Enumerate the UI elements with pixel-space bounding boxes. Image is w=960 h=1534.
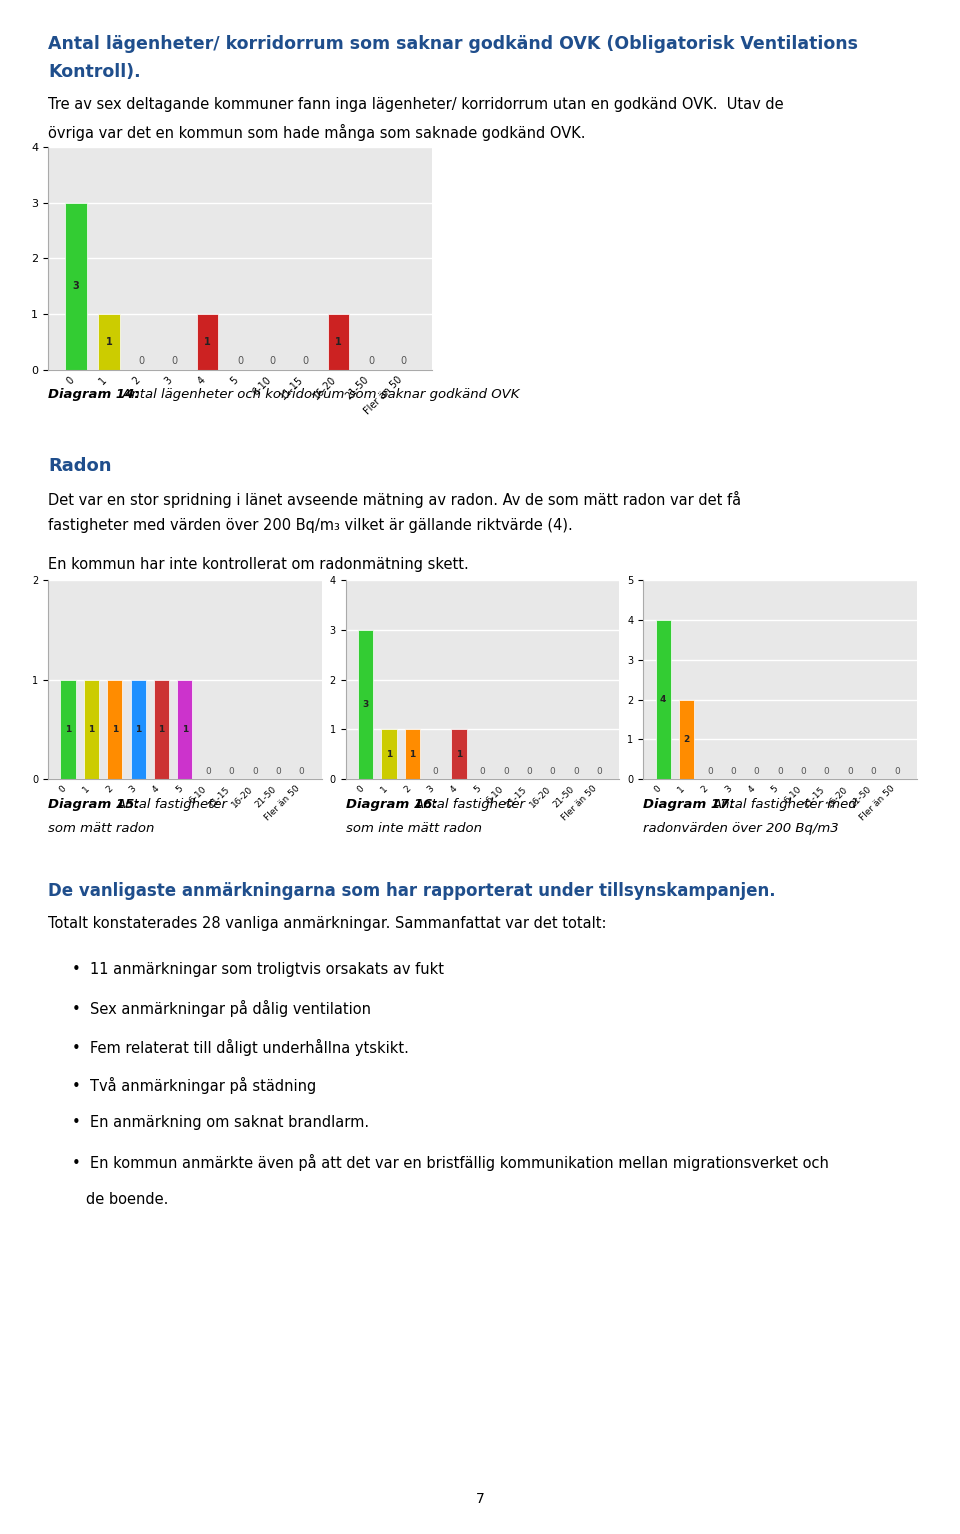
- Text: Antal fastigheter: Antal fastigheter: [415, 798, 526, 810]
- Text: 0: 0: [299, 767, 304, 776]
- Bar: [197, 314, 218, 370]
- Text: 0: 0: [276, 767, 281, 776]
- Text: Tre av sex deltagande kommuner fann inga lägenheter/ korridorrum utan en godkänd: Tre av sex deltagande kommuner fann inga…: [48, 97, 783, 112]
- Text: En kommun har inte kontrollerat om radonmätning skett.: En kommun har inte kontrollerat om radon…: [48, 557, 468, 572]
- Text: 1: 1: [456, 750, 462, 759]
- Text: •  Fem relaterat till dåligt underhållna ytskikt.: • Fem relaterat till dåligt underhållna …: [72, 1039, 409, 1055]
- Text: 3: 3: [363, 700, 369, 709]
- Bar: [98, 314, 120, 370]
- Bar: [131, 680, 146, 779]
- Text: Det var en stor spridning i länet avseende mätning av radon. Av de som mätt rado: Det var en stor spridning i länet avseen…: [48, 491, 741, 508]
- Text: Diagram 15:: Diagram 15:: [48, 798, 139, 810]
- Text: 1: 1: [204, 337, 210, 347]
- Text: som inte mätt radon: som inte mätt radon: [346, 822, 482, 834]
- Text: 1: 1: [386, 750, 392, 759]
- Text: 0: 0: [573, 767, 579, 776]
- Text: 1: 1: [409, 750, 416, 759]
- Text: 0: 0: [401, 356, 407, 367]
- Text: Totalt konstaterades 28 vanliga anmärkningar. Sammanfattat var det totalt:: Totalt konstaterades 28 vanliga anmärkni…: [48, 916, 607, 931]
- Text: 0: 0: [228, 767, 234, 776]
- Text: De vanligaste anmärkningarna som har rapporterat under tillsynskampanjen.: De vanligaste anmärkningarna som har rap…: [48, 882, 776, 900]
- Text: 0: 0: [731, 767, 736, 776]
- Text: 0: 0: [801, 767, 806, 776]
- Bar: [679, 700, 694, 779]
- Text: •  11 anmärkningar som troligtvis orsakats av fukt: • 11 anmärkningar som troligtvis orsakat…: [72, 962, 444, 977]
- Text: Diagram 14:: Diagram 14:: [48, 388, 139, 400]
- Bar: [358, 630, 373, 779]
- Text: 0: 0: [205, 767, 211, 776]
- Text: •  Sex anmärkningar på dålig ventilation: • Sex anmärkningar på dålig ventilation: [72, 1000, 371, 1017]
- Text: 0: 0: [847, 767, 852, 776]
- Text: Antal lägenheter/ korridorrum som saknar godkänd OVK (Obligatorisk Ventilations: Antal lägenheter/ korridorrum som saknar…: [48, 35, 858, 54]
- Text: 0: 0: [138, 356, 145, 367]
- Bar: [154, 680, 169, 779]
- Text: radonvärden över 200 Bq/m3: radonvärden över 200 Bq/m3: [643, 822, 839, 834]
- Bar: [656, 620, 671, 779]
- Text: 0: 0: [503, 767, 509, 776]
- Text: 1: 1: [106, 337, 112, 347]
- Bar: [60, 680, 76, 779]
- Text: 0: 0: [754, 767, 759, 776]
- Text: 1: 1: [135, 726, 141, 733]
- Text: Antal fastigheter med: Antal fastigheter med: [712, 798, 857, 810]
- Text: 3: 3: [73, 281, 80, 291]
- Text: de boende.: de boende.: [86, 1192, 169, 1207]
- Text: 2: 2: [684, 735, 689, 744]
- Text: 0: 0: [824, 767, 829, 776]
- Text: 0: 0: [172, 356, 178, 367]
- Text: 7: 7: [475, 1493, 485, 1506]
- Text: Antal fastigheter: Antal fastigheter: [117, 798, 228, 810]
- Text: 0: 0: [778, 767, 782, 776]
- Text: •  En anmärkning om saknat brandlarm.: • En anmärkning om saknat brandlarm.: [72, 1115, 370, 1131]
- Text: övriga var det en kommun som hade många som saknade godkänd OVK.: övriga var det en kommun som hade många …: [48, 124, 586, 141]
- Bar: [65, 202, 86, 370]
- Text: Kontroll).: Kontroll).: [48, 63, 140, 81]
- Text: 1: 1: [65, 726, 71, 733]
- Text: 0: 0: [708, 767, 713, 776]
- Text: Diagram 16:: Diagram 16:: [346, 798, 437, 810]
- Text: 0: 0: [302, 356, 308, 367]
- Text: 0: 0: [270, 356, 276, 367]
- Text: Antal lägenheter och korridorrum som saknar godkänd OVK: Antal lägenheter och korridorrum som sak…: [118, 388, 519, 400]
- Text: 0: 0: [237, 356, 243, 367]
- Text: 4: 4: [660, 695, 666, 704]
- Text: •  Två anmärkningar på städning: • Två anmärkningar på städning: [72, 1077, 316, 1094]
- Text: 1: 1: [158, 726, 164, 733]
- Text: 1: 1: [335, 337, 342, 347]
- Text: 0: 0: [549, 767, 555, 776]
- Bar: [405, 730, 420, 779]
- Text: 0: 0: [526, 767, 532, 776]
- Bar: [327, 314, 349, 370]
- Text: 0: 0: [871, 767, 876, 776]
- Text: 0: 0: [894, 767, 900, 776]
- Bar: [108, 680, 122, 779]
- Text: som mätt radon: som mätt radon: [48, 822, 155, 834]
- Text: 0: 0: [433, 767, 439, 776]
- Bar: [178, 680, 192, 779]
- Bar: [381, 730, 396, 779]
- Text: 0: 0: [252, 767, 257, 776]
- Text: 0: 0: [480, 767, 485, 776]
- Text: 1: 1: [181, 726, 188, 733]
- Text: 0: 0: [596, 767, 602, 776]
- Bar: [84, 680, 99, 779]
- Text: Radon: Radon: [48, 457, 111, 476]
- Text: fastigheter med värden över 200 Bq/m₃ vilket är gällande riktvärde (4).: fastigheter med värden över 200 Bq/m₃ vi…: [48, 518, 573, 534]
- Bar: [451, 730, 467, 779]
- Text: 0: 0: [368, 356, 374, 367]
- Text: 1: 1: [111, 726, 118, 733]
- Text: Diagram 17:: Diagram 17:: [643, 798, 734, 810]
- Text: •  En kommun anmärkte även på att det var en bristfällig kommunikation mellan mi: • En kommun anmärkte även på att det var…: [72, 1154, 828, 1170]
- Text: 1: 1: [88, 726, 94, 733]
